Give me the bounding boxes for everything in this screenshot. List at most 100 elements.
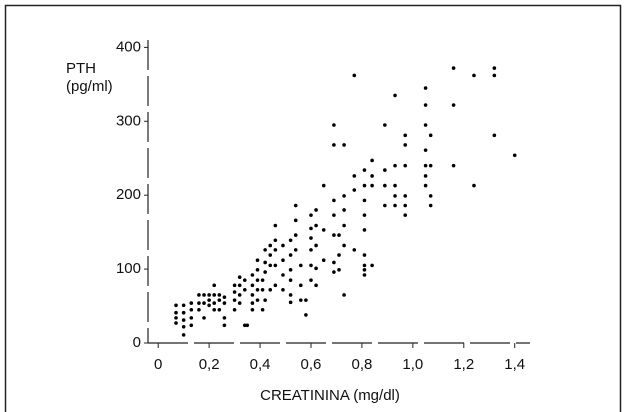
point — [423, 86, 428, 90]
point — [314, 266, 318, 271]
point — [255, 278, 260, 282]
point — [403, 203, 408, 208]
point — [337, 253, 341, 257]
point — [332, 233, 336, 237]
point — [423, 163, 428, 168]
x-tick-label: 0,6 — [301, 356, 322, 373]
y-tick-label: 400 — [116, 38, 141, 55]
point — [370, 174, 374, 178]
point — [237, 293, 242, 297]
point — [393, 183, 397, 188]
point — [362, 268, 367, 272]
point — [212, 301, 217, 305]
point — [383, 123, 387, 127]
point — [242, 323, 247, 328]
point — [202, 301, 206, 305]
point — [189, 307, 194, 312]
point — [332, 143, 336, 147]
point — [217, 298, 222, 302]
point — [428, 194, 433, 198]
point — [255, 298, 260, 302]
point — [428, 133, 433, 138]
point — [304, 313, 308, 317]
point — [383, 203, 387, 208]
point — [207, 293, 211, 297]
point — [281, 243, 285, 248]
point — [212, 307, 217, 312]
point — [189, 323, 194, 328]
point — [423, 103, 428, 107]
point — [472, 73, 476, 78]
point — [212, 283, 217, 288]
point — [314, 243, 318, 248]
point — [362, 228, 367, 232]
point — [492, 66, 497, 70]
point — [260, 307, 265, 312]
point — [217, 307, 222, 312]
point — [288, 293, 293, 297]
point — [362, 263, 367, 268]
point — [337, 233, 341, 237]
point — [255, 287, 260, 292]
point — [222, 295, 227, 299]
point — [492, 133, 497, 138]
point — [174, 310, 178, 315]
point — [332, 270, 336, 274]
point — [309, 213, 313, 217]
point — [293, 218, 298, 223]
point — [362, 168, 367, 172]
x-tick-label: 1,0 — [402, 356, 423, 373]
point — [250, 283, 255, 288]
point — [352, 174, 357, 178]
point — [255, 268, 260, 272]
y-tick-label: 0 — [133, 334, 141, 351]
point — [250, 301, 255, 305]
point — [332, 123, 336, 127]
point — [232, 298, 237, 302]
point — [342, 243, 346, 248]
point — [237, 275, 242, 280]
point — [370, 263, 374, 268]
point — [288, 238, 293, 243]
point — [393, 203, 397, 208]
point — [403, 194, 408, 198]
point — [181, 324, 186, 329]
point — [321, 228, 326, 232]
point — [174, 303, 178, 308]
point — [309, 236, 313, 240]
point — [403, 163, 408, 168]
point — [423, 148, 428, 152]
y-tick-label: 200 — [116, 186, 141, 203]
point — [342, 293, 346, 297]
point — [362, 198, 367, 203]
point — [242, 287, 247, 292]
x-tick-label: 0,8 — [351, 356, 372, 373]
point — [423, 183, 428, 188]
point — [309, 263, 313, 268]
point — [273, 263, 278, 268]
point — [288, 253, 293, 257]
point — [250, 273, 255, 277]
point — [207, 303, 211, 308]
point — [332, 198, 336, 203]
point — [332, 213, 336, 217]
point — [237, 283, 242, 288]
point — [263, 260, 267, 265]
point — [403, 143, 408, 147]
point — [232, 290, 237, 294]
point — [212, 293, 217, 297]
point — [197, 293, 201, 297]
point — [250, 307, 255, 312]
point — [332, 260, 336, 265]
point — [309, 278, 313, 282]
point — [288, 268, 293, 272]
point — [217, 293, 222, 297]
point — [393, 93, 397, 98]
point — [288, 278, 293, 282]
point — [451, 103, 456, 107]
point — [383, 168, 387, 172]
point — [189, 301, 194, 305]
point — [202, 316, 206, 320]
point — [403, 213, 408, 217]
